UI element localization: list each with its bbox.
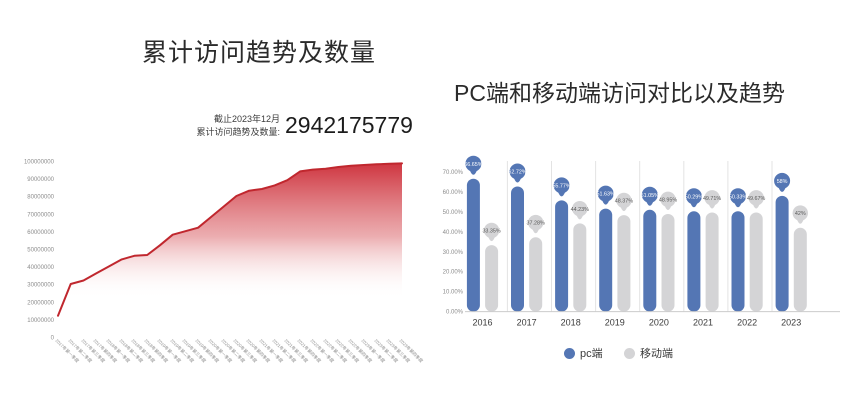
svg-text:66.65%: 66.65% [464, 162, 482, 168]
svg-text:33.35%: 33.35% [482, 229, 500, 235]
svg-text:2023: 2023 [781, 318, 801, 328]
svg-text:10.00%: 10.00% [443, 290, 464, 296]
svg-text:50.29%: 50.29% [685, 194, 703, 200]
svg-text:2018: 2018 [561, 318, 581, 328]
svg-text:90000000: 90000000 [27, 177, 54, 183]
svg-text:58%: 58% [777, 179, 788, 185]
svg-text:30000000: 30000000 [27, 283, 54, 289]
svg-text:49.67%: 49.67% [747, 196, 765, 202]
svg-text:50.00%: 50.00% [443, 210, 464, 216]
svg-text:40000000: 40000000 [27, 265, 54, 271]
svg-text:60.00%: 60.00% [443, 190, 464, 196]
svg-text:60000000: 60000000 [27, 230, 54, 236]
svg-text:51.63%: 51.63% [597, 192, 615, 198]
svg-text:44.23%: 44.23% [571, 207, 589, 213]
svg-text:30.00%: 30.00% [443, 250, 464, 256]
svg-text:49.71%: 49.71% [703, 196, 721, 202]
svg-text:70.00%: 70.00% [443, 170, 464, 176]
svg-text:40.00%: 40.00% [443, 230, 464, 236]
svg-text:2022: 2022 [737, 318, 757, 328]
svg-text:2017: 2017 [517, 318, 537, 328]
svg-text:2016: 2016 [472, 318, 492, 328]
svg-text:2020: 2020 [649, 318, 669, 328]
svg-text:100000000: 100000000 [24, 160, 55, 166]
svg-text:51.05%: 51.05% [641, 193, 659, 199]
svg-text:50000000: 50000000 [27, 248, 54, 254]
svg-text:20000000: 20000000 [27, 300, 54, 306]
svg-text:48.95%: 48.95% [659, 197, 677, 203]
svg-text:80000000: 80000000 [27, 195, 54, 201]
svg-text:70000000: 70000000 [27, 212, 54, 218]
svg-text:2019: 2019 [605, 318, 625, 328]
svg-text:0.00%: 0.00% [446, 310, 464, 316]
svg-text:37.28%: 37.28% [527, 221, 545, 227]
svg-text:55.77%: 55.77% [552, 184, 570, 190]
svg-text:10000000: 10000000 [27, 318, 54, 324]
svg-text:48.37%: 48.37% [615, 199, 633, 205]
svg-text:20.00%: 20.00% [443, 270, 464, 276]
svg-text:42%: 42% [795, 211, 806, 217]
svg-text:2021: 2021 [693, 318, 713, 328]
svg-text:50.33%: 50.33% [729, 194, 747, 200]
svg-text:62.72%: 62.72% [508, 170, 526, 176]
